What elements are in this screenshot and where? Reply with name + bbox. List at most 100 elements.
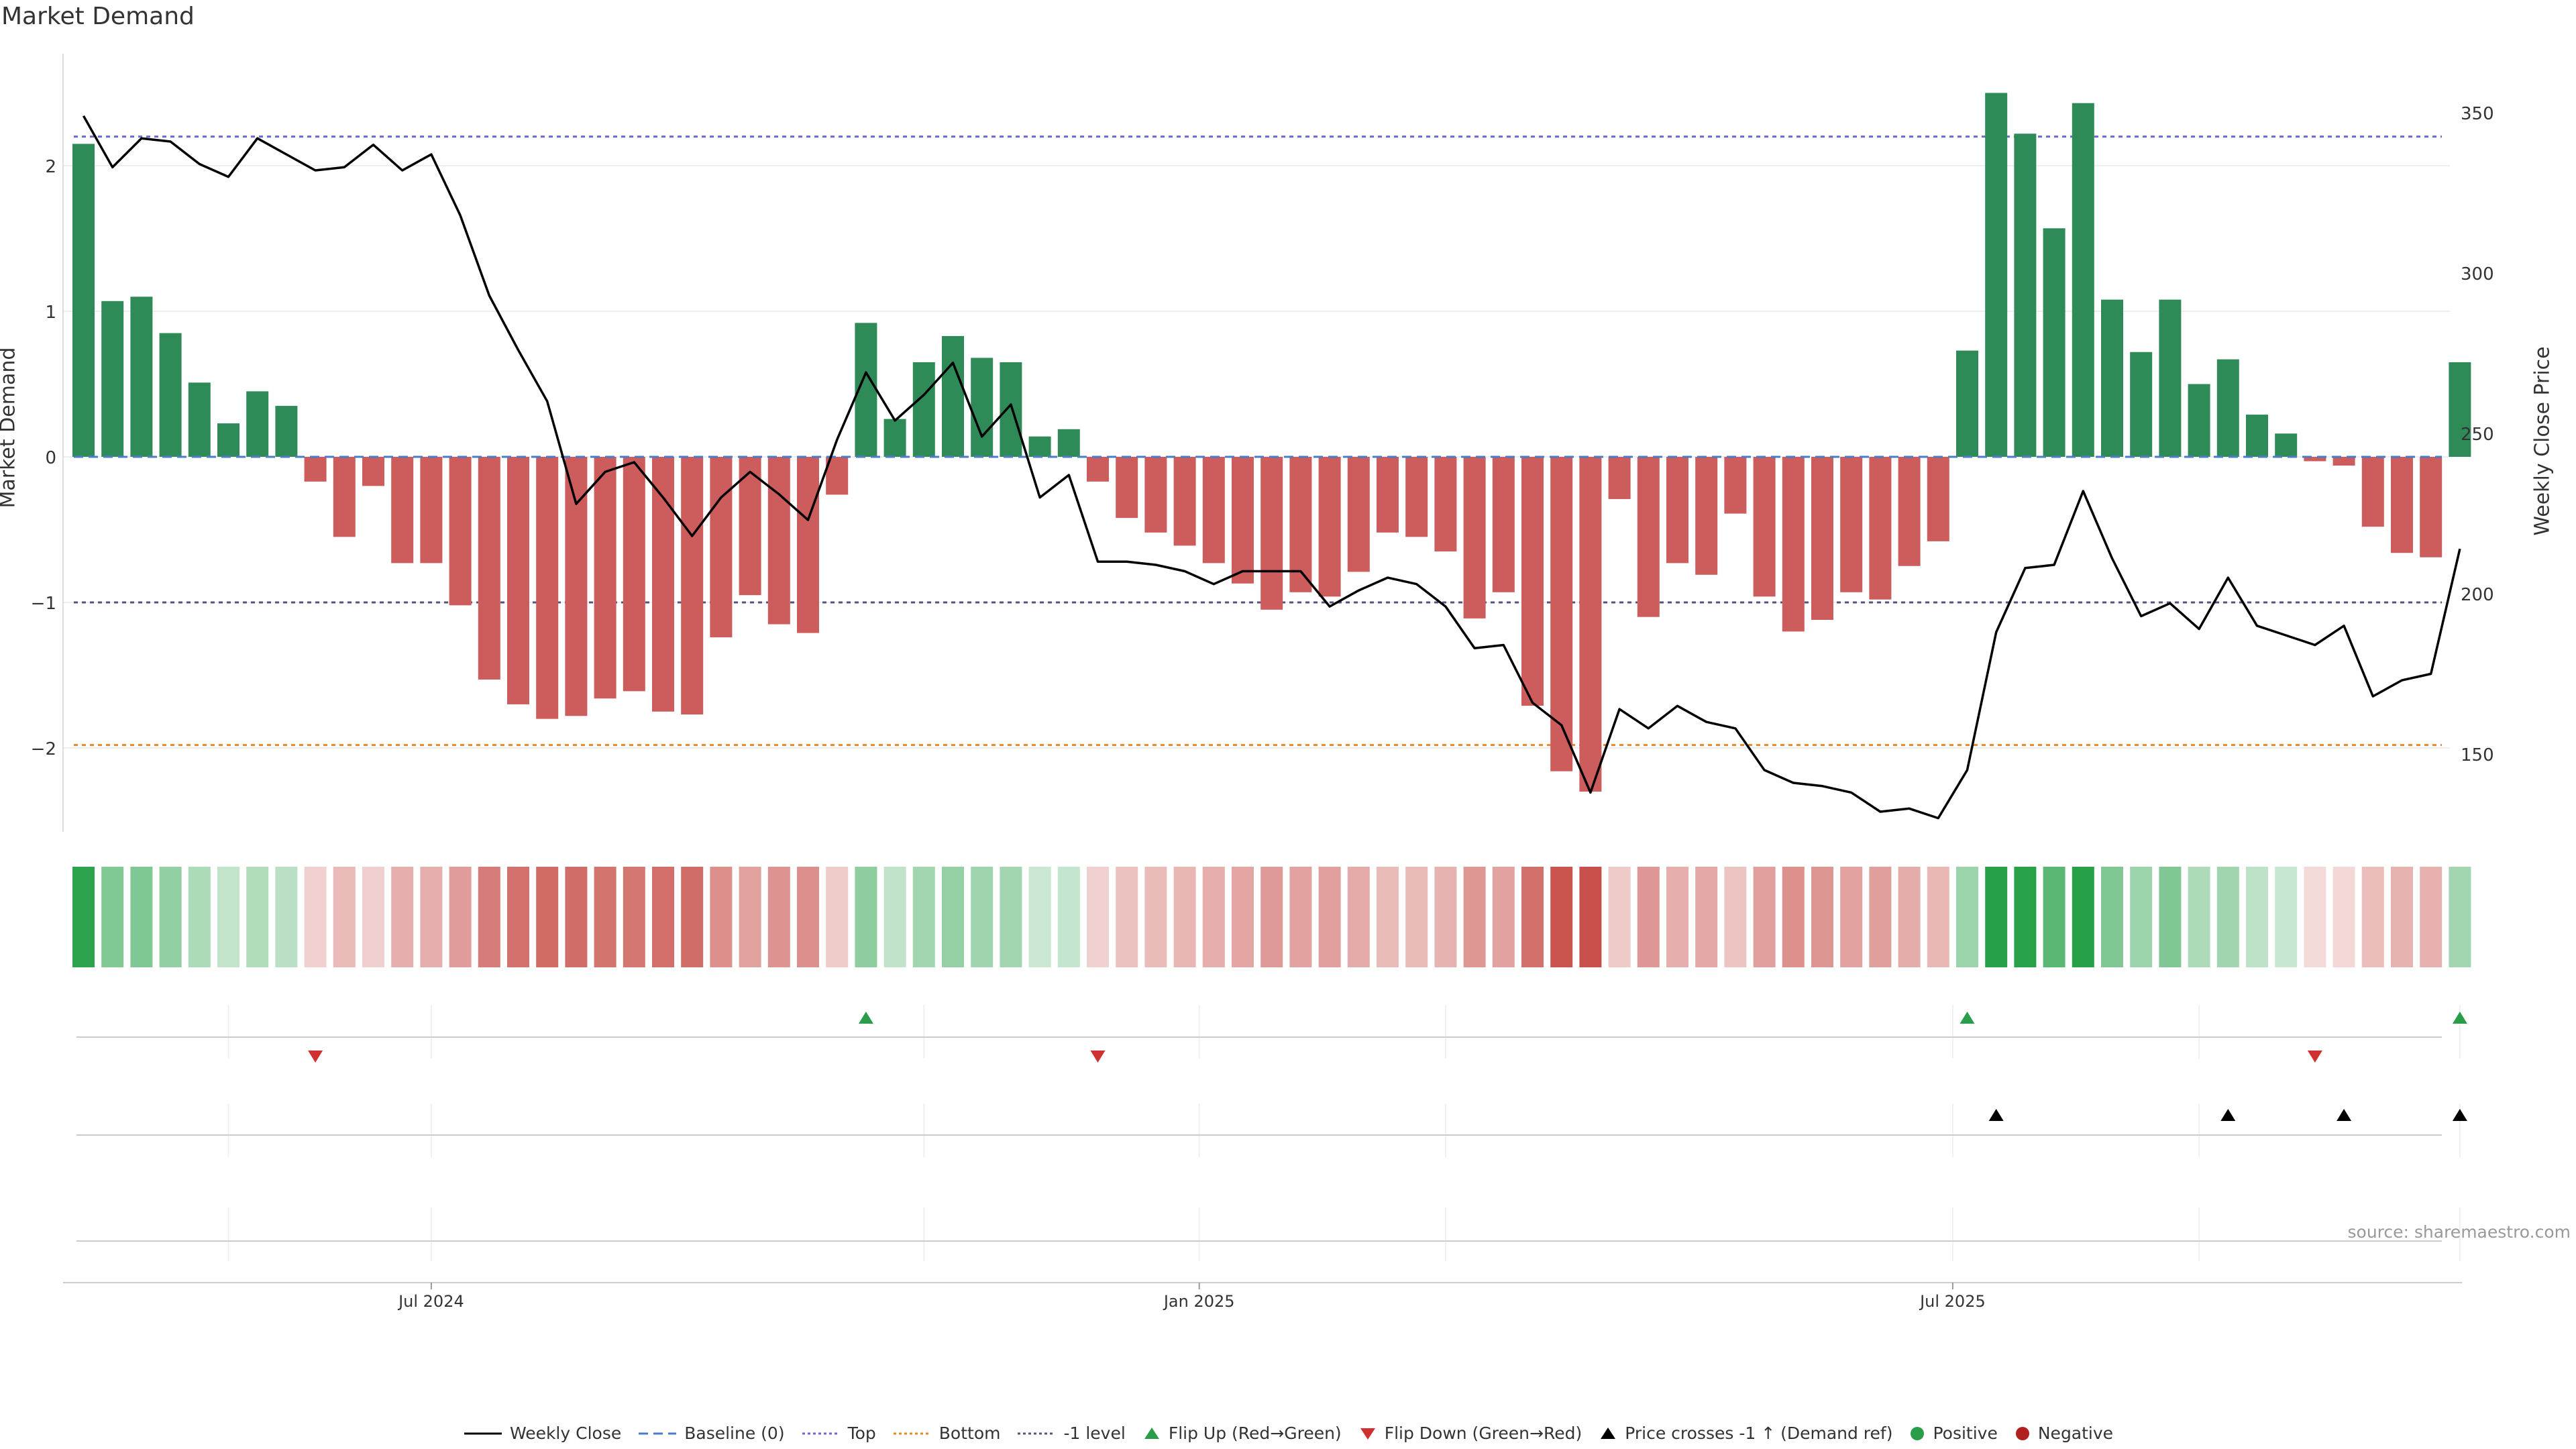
legend-item-bottom[interactable]: Bottom [892, 1424, 1000, 1443]
demand-bar [72, 144, 95, 457]
demand-bar [797, 457, 819, 633]
y2-tick-label: 300 [2461, 264, 2494, 284]
demand-bar [1811, 457, 1833, 621]
legend-item-minus-one[interactable]: -1 level [1016, 1424, 1126, 1443]
demand-bar [1347, 457, 1370, 572]
heat-cell [2361, 867, 2384, 967]
heat-cell [507, 867, 529, 967]
line-dashed-icon [639, 1432, 677, 1434]
line-dotted-blue-icon [802, 1432, 840, 1434]
heat-cell [1405, 867, 1428, 967]
heat-cell [1637, 867, 1660, 967]
demand-bar [1260, 457, 1283, 610]
demand-bar [246, 391, 269, 457]
heat-cell [449, 867, 472, 967]
demand-bar [1377, 457, 1399, 533]
heat-cell [1550, 867, 1573, 967]
heat-cell [594, 867, 616, 967]
demand-bar [710, 457, 733, 638]
heat-cell [2043, 867, 2065, 967]
heat-cell [1927, 867, 1949, 967]
demand-bar [942, 335, 964, 457]
demand-bar [362, 457, 384, 486]
heat-cell [1463, 867, 1486, 967]
heat-cell [2130, 867, 2153, 967]
demand-bar [101, 301, 124, 457]
demand-bar [2361, 457, 2384, 527]
heat-cell [1782, 867, 1805, 967]
triangle-down-red-icon [1360, 1428, 1375, 1440]
price-cross-marker [2220, 1109, 2236, 1121]
demand-bar [130, 297, 153, 457]
x-tick-label: Jul 2024 [397, 1292, 464, 1311]
dot-green-icon [1911, 1426, 1925, 1440]
y-tick-label: 0 [45, 448, 56, 468]
demand-bar [1405, 457, 1428, 537]
y2-tick-label: 150 [2461, 745, 2494, 765]
heat-cell [1898, 867, 1921, 967]
heat-cell [1985, 867, 2008, 967]
demand-bar [681, 457, 704, 715]
legend-item-baseline[interactable]: Baseline (0) [637, 1424, 785, 1443]
demand-bar [1463, 457, 1486, 619]
demand-bar [304, 457, 327, 482]
legend-item-top[interactable]: Top [801, 1424, 876, 1443]
triangle-up-black-icon [1601, 1427, 1616, 1439]
heat-cell [2072, 867, 2094, 967]
heat-cell [72, 867, 95, 967]
demand-bar [478, 457, 500, 680]
y-axis-label-left: Market Demand [0, 347, 20, 508]
heat-cell [1608, 867, 1631, 967]
y2-tick-label: 350 [2461, 104, 2494, 124]
demand-bar [2332, 457, 2355, 466]
legend-item-flip-up[interactable]: Flip Up (Red→Green) [1142, 1424, 1342, 1443]
heat-cell [1232, 867, 1254, 967]
flip-down-marker [2307, 1051, 2322, 1063]
legend-item-weekly-close[interactable]: Weekly Close [463, 1424, 621, 1443]
demand-bar [1232, 457, 1254, 584]
legend: Weekly Close Baseline (0) Top Bottom -1 … [0, 1424, 2576, 1443]
line-dotted-orange-icon [893, 1432, 931, 1434]
demand-bar [420, 457, 443, 564]
heat-cell [478, 867, 500, 967]
legend-item-price-cross[interactable]: Price crosses -1 ↑ (Demand ref) [1598, 1424, 1892, 1443]
heat-cell [623, 867, 645, 967]
heat-cell [362, 867, 384, 967]
heat-cell [159, 867, 182, 967]
heat-cell [1492, 867, 1515, 967]
heat-cell [391, 867, 414, 967]
demand-bar [217, 423, 239, 457]
demand-bar [333, 457, 356, 537]
heat-cell [1116, 867, 1138, 967]
heat-cell [2216, 867, 2239, 967]
heat-cell [217, 867, 239, 967]
demand-bar [1000, 362, 1022, 457]
flip-up-marker [1960, 1012, 1975, 1024]
heat-cell [1695, 867, 1718, 967]
demand-bar [2101, 299, 2123, 457]
heat-cell [101, 867, 124, 967]
heat-cell [1057, 867, 1080, 967]
heat-cell [971, 867, 994, 967]
price-cross-marker [2337, 1109, 2352, 1121]
legend-item-negative[interactable]: Negative [2014, 1424, 2113, 1443]
heat-cell [855, 867, 877, 967]
demand-bar [912, 362, 935, 457]
demand-bar [2014, 133, 2037, 457]
heat-cell [710, 867, 733, 967]
heat-cell [333, 867, 356, 967]
legend-item-positive[interactable]: Positive [1909, 1424, 1998, 1443]
heat-cell [1202, 867, 1225, 967]
y-tick-label: 1 [45, 303, 56, 323]
y-axis-label-right: Weekly Close Price [2530, 346, 2555, 536]
demand-bar [1521, 457, 1544, 706]
legend-item-flip-down[interactable]: Flip Down (Green→Red) [1358, 1424, 1582, 1443]
demand-bar [971, 358, 994, 457]
y2-tick-label: 200 [2461, 585, 2494, 605]
demand-bar [1782, 457, 1805, 632]
demand-bar [391, 457, 414, 564]
demand-bar [1318, 457, 1341, 597]
demand-bar [1579, 457, 1602, 792]
demand-bar [2420, 457, 2443, 557]
